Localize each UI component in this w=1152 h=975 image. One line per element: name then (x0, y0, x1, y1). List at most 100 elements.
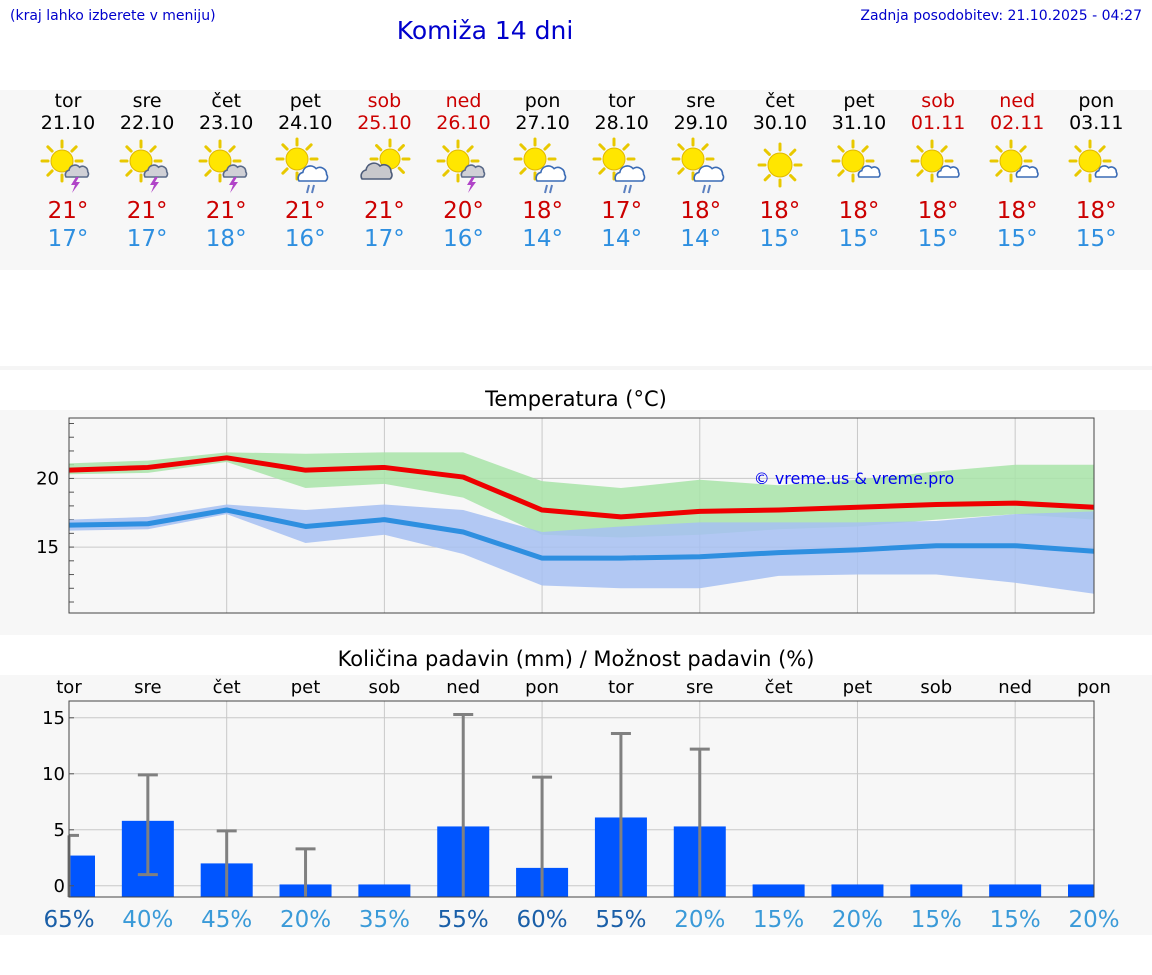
x-category-label: tor (56, 677, 82, 698)
x-category-label: pon (1077, 677, 1111, 698)
x-category-label: ned (446, 677, 480, 698)
temp-max: 18° (522, 198, 563, 224)
day-date: 22.10 (119, 112, 175, 134)
day-date: 25.10 (357, 112, 412, 134)
day-column: sre 29.10 18° 14° (662, 90, 740, 253)
day-name: pet (289, 90, 321, 112)
temp-min: 16° (284, 226, 326, 252)
day-column: pet 31.10 18° 15° (820, 90, 898, 253)
x-category-label: pet (843, 677, 873, 698)
sun-cloud-thunder-icon (198, 139, 248, 193)
day-name: pet (843, 90, 875, 112)
temp-max: 18° (996, 198, 1038, 224)
precip-probability: 65% (43, 907, 94, 933)
temp-min: 18° (205, 226, 247, 252)
day-column: čet 30.10 18° 15° (741, 90, 819, 253)
temp-min: 15° (917, 226, 959, 252)
precipitation-chart-title: Količina padavin (mm) / Možnost padavin … (337, 647, 815, 671)
section-divider (0, 366, 1152, 370)
day-name: sre (686, 90, 716, 112)
temp-min: 17° (126, 226, 168, 252)
temp-min: 14° (601, 226, 643, 252)
temp-min: 16° (443, 226, 484, 252)
x-category-label: čet (213, 677, 241, 698)
day-name: sob (921, 90, 955, 112)
page-title: Komiža 14 dni (396, 16, 574, 45)
day-date: 30.10 (752, 112, 808, 134)
sun-cloud-rain-icon (275, 137, 329, 194)
x-category-label: sre (134, 677, 161, 698)
day-name: pon (1078, 90, 1115, 112)
cloud-sun-icon (360, 138, 411, 180)
max-temp-line (68, 455, 1095, 520)
precip-probability: 20% (674, 907, 725, 933)
temp-min: 14° (522, 226, 563, 252)
temp-min: 15° (759, 226, 801, 252)
precip-probability: 45% (201, 907, 252, 933)
precip-probability: 55% (438, 907, 489, 933)
sun-cloud-rain-icon (671, 137, 725, 194)
precip-probability: 15% (911, 907, 962, 933)
y-tick-label: 0 (54, 876, 65, 897)
day-date: 01.11 (910, 112, 966, 134)
precip-probability: 15% (753, 907, 804, 933)
sun-cloud-rain-icon (513, 137, 566, 194)
y-tick-label: 15 (42, 708, 65, 729)
precip-bar (69, 855, 95, 897)
precip-probability: 35% (359, 907, 410, 933)
day-name: ned (999, 90, 1036, 112)
day-date: 29.10 (673, 112, 728, 134)
day-column: sre 22.10 21° 17° (108, 90, 186, 253)
temp-max: 21° (364, 198, 405, 224)
sun-cloud-thunder-icon (40, 139, 90, 193)
day-date: 02.11 (989, 112, 1045, 134)
day-date: 28.10 (594, 112, 649, 134)
day-column: tor 28.10 17° 14° (583, 90, 661, 253)
x-category-label: tor (608, 677, 634, 698)
day-date: 27.10 (515, 112, 570, 134)
temp-min: 14° (680, 226, 722, 252)
y-tick-label: 10 (42, 764, 65, 785)
day-column: sob 25.10 21° 17° (345, 90, 423, 253)
min-temp-line (68, 507, 1095, 561)
temp-max: 18° (1075, 198, 1117, 224)
precipitation-chart: tor sre čet pet sob ned pon tor sre čet pet sob ned p… (42, 677, 1119, 933)
precip-probability: 55% (595, 907, 646, 933)
x-category-label: čet (765, 677, 793, 698)
day-date: 31.10 (831, 112, 887, 134)
temp-max: 18° (917, 198, 959, 224)
precip-bar (1068, 884, 1094, 897)
precip-probability: 20% (280, 907, 331, 933)
day-name: ned (445, 90, 482, 112)
precip-bar (989, 884, 1042, 897)
day-name: sob (367, 90, 402, 112)
plot-frame (68, 700, 1095, 898)
day-date: 23.10 (198, 112, 254, 134)
day-column: pet 24.10 21° 16° (266, 90, 344, 253)
precip-probability: 60% (517, 907, 568, 933)
day-name: sre (132, 90, 162, 112)
temp-max: 21° (205, 198, 247, 224)
temp-max: 18° (838, 198, 880, 224)
temperature-chart-title: Temperatura (°C) (485, 387, 667, 411)
temp-min: 15° (838, 226, 880, 252)
y-tick-label: 15 (36, 537, 59, 558)
temp-max: 18° (759, 198, 801, 224)
precip-probability: 20% (832, 907, 883, 933)
day-date: 24.10 (278, 112, 333, 134)
day-column: tor 21.10 21° 17° (29, 90, 107, 253)
y-tick-label: 5 (54, 820, 65, 841)
daily-forecast-band (0, 90, 1152, 270)
x-category-label: pon (525, 677, 559, 698)
x-category-label: sob (920, 677, 952, 698)
sun-small-cloud-icon (910, 139, 960, 183)
temperature-chart: 15 20 © vreme.us & vreme.pro (36, 417, 1095, 614)
location-hint: (kraj lahko izberete v meniju) (10, 8, 216, 24)
sun-icon (757, 142, 803, 188)
precip-bar (910, 884, 963, 897)
x-category-label: sre (686, 677, 713, 698)
sun-cloud-thunder-icon (436, 139, 485, 193)
y-tick-label: 20 (36, 468, 59, 489)
max-range-band (69, 452, 1094, 538)
day-date: 26.10 (436, 112, 491, 134)
